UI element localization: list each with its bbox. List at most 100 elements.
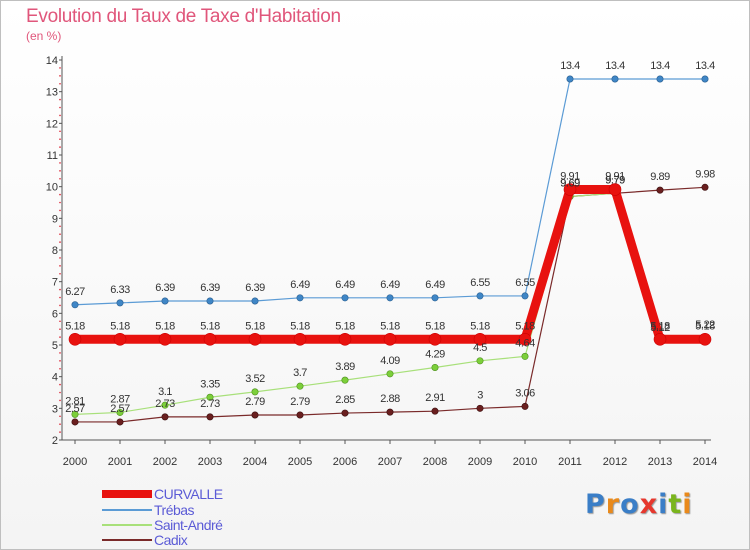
data-label-saint-andr-: 5.12 [650,322,670,334]
y-minor-tick [59,98,61,101]
data-point-saint-andr- [296,382,304,390]
data-point-cadix [431,407,439,415]
y-minor-tick [59,67,61,69]
data-label-tr-bas: 6.49 [290,279,310,291]
y-tick-label: 5 [52,340,58,352]
data-point-tr-bas [566,75,574,83]
legend-item-cadix: Cadix [102,531,188,548]
data-label-cadix: 2.73 [155,398,175,410]
data-label-tr-bas: 6.55 [470,277,490,289]
data-point-curvalle [698,332,712,346]
data-label-saint-andr-: 3.52 [245,373,265,385]
unit-label: (en %) [26,29,62,43]
data-point-saint-andr- [251,388,259,396]
y-minor-tick [59,241,61,243]
data-label-saint-andr-: 9.69 [560,177,580,189]
logo-letter: i [658,489,669,520]
y-minor-tick [59,367,61,370]
data-point-tr-bas [656,75,664,83]
data-point-cadix [476,404,484,412]
legend-label-cadix: Cadix [154,531,188,548]
series-line-curvalle [75,185,705,344]
data-label-tr-bas: 6.55 [515,277,535,289]
y-tick-label: 11 [47,150,58,162]
data-point-cadix [296,411,304,419]
logo-letter: t [668,489,683,520]
data-label-saint-andr-: 3.35 [200,378,220,390]
data-label-cadix: 9.79 [605,174,625,186]
data-point-tr-bas [116,299,124,307]
data-label-tr-bas: 6.39 [155,282,175,294]
data-label-curvalle: 5.18 [290,320,310,332]
proxiti-logo: Proxiti [585,489,693,520]
data-point-curvalle [203,332,217,346]
data-label-saint-andr-: 4.29 [425,348,445,360]
data-label-tr-bas: 13.4 [605,60,625,72]
y-minor-tick [59,352,61,354]
data-label-cadix: 3 [477,389,483,401]
y-minor-tick [59,328,61,330]
x-tick-label: 2001 [108,456,132,468]
data-label-cadix: 2.57 [65,403,85,415]
x-tick-label: 2011 [558,456,582,468]
x-tick-label: 2013 [648,456,672,468]
logo-letter: x [639,489,659,520]
data-label-curvalle: 9.91 [605,171,625,183]
x-tick-label: 2009 [468,456,492,468]
data-label-cadix: 9.69 [560,177,580,189]
data-label-curvalle: 5.18 [515,320,535,332]
y-minor-tick [59,177,61,180]
y-minor-tick [59,415,61,418]
data-label-cadix: 9.98 [695,168,715,180]
logo-letter: o [620,489,640,520]
data-label-tr-bas: 6.49 [425,279,445,291]
y-minor-tick [59,360,61,362]
y-tick-label: 2 [52,435,58,447]
y-minor-tick [59,265,61,267]
data-point-cadix [701,183,709,191]
data-label-tr-bas: 6.39 [200,282,220,294]
data-label-curvalle: 5.18 [695,320,715,332]
y-minor-tick [59,399,61,402]
data-point-tr-bas [161,297,169,305]
y-minor-tick [59,272,61,275]
data-point-curvalle [473,332,487,346]
data-label-cadix: 9.89 [650,171,670,183]
y-minor-tick [59,431,61,433]
data-point-tr-bas [701,75,709,83]
x-tick-label: 2012 [603,456,627,468]
legend-swatch-saint-andre [102,523,152,526]
legend-label-saint-andre: Saint-André [154,516,223,533]
data-point-curvalle [518,332,532,346]
y-tick-label: 4 [52,372,58,384]
data-label-saint-andr-: 4.5 [473,342,487,354]
data-point-cadix [341,409,349,417]
data-label-tr-bas: 6.39 [245,282,265,294]
data-label-cadix: 2.85 [335,394,355,406]
data-label-curvalle: 5.18 [425,320,445,332]
data-label-saint-andr-: 3.1 [158,386,172,398]
y-tick-label: 12 [46,118,58,130]
data-point-tr-bas [296,294,304,302]
data-label-cadix: 2.57 [110,403,130,415]
data-point-saint-andr- [476,357,484,365]
logo-letter: P [585,489,606,520]
data-label-saint-andr-: 2.81 [65,395,85,407]
data-point-curvalle [158,332,172,346]
data-point-cadix [521,402,529,410]
data-point-curvalle [113,332,127,346]
data-label-tr-bas: 6.49 [380,279,400,291]
data-point-curvalle [653,332,667,346]
data-point-tr-bas [341,294,349,302]
y-tick-label: 6 [52,308,58,320]
data-point-curvalle [563,183,577,196]
data-label-cadix: 3.06 [515,387,535,399]
legend-item-trebas: Trébas [102,502,195,518]
y-minor-tick [59,391,61,394]
y-minor-tick [59,257,61,259]
data-point-curvalle [293,332,307,346]
y-minor-tick [59,288,61,291]
y-minor-tick [59,225,61,228]
data-label-saint-andr-: 4.09 [380,355,400,367]
data-label-curvalle: 5.18 [110,320,130,332]
